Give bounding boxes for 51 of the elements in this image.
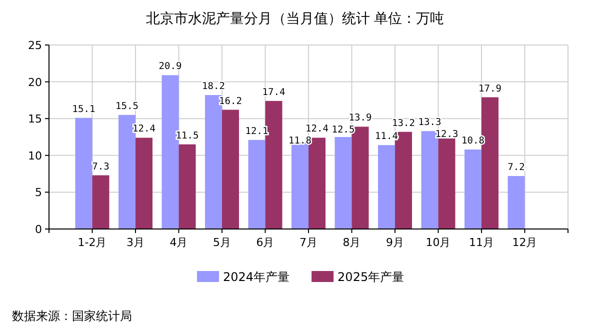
bar [438, 138, 456, 229]
bar [292, 142, 308, 229]
x-tick-label: 3月 [126, 236, 144, 249]
bar [205, 95, 222, 229]
data-label: 17.4 [262, 86, 286, 98]
bar [334, 137, 352, 229]
bar [136, 138, 152, 229]
data-label: 18.2 [202, 81, 225, 92]
data-label: 7.2 [508, 162, 525, 174]
legend-label: 2024年产量 [223, 270, 290, 284]
data-label: 16.2 [219, 96, 242, 107]
y-tick-label: 10 [28, 149, 42, 162]
x-tick-label: 11月 [469, 236, 494, 249]
x-tick-label: 1-2月 [78, 236, 107, 249]
legend-label: 2025年产量 [338, 270, 404, 284]
data-label: 13.2 [392, 118, 415, 129]
bar [222, 110, 239, 229]
x-tick-label: 7月 [300, 236, 318, 249]
bar [92, 175, 110, 229]
data-label: 20.9 [158, 61, 182, 72]
bar [178, 144, 196, 229]
data-label: 17.9 [478, 83, 502, 94]
x-tick-label: 5月 [213, 236, 231, 249]
data-label: 12.4 [306, 124, 329, 135]
data-label: 15.1 [72, 104, 96, 115]
bar [248, 140, 266, 229]
y-tick-label: 5 [35, 186, 42, 200]
bar [75, 118, 92, 229]
data-label: 11.5 [176, 130, 199, 142]
data-label: 15.5 [116, 100, 138, 112]
y-tick-label: 20 [28, 76, 42, 89]
bar [378, 145, 395, 229]
source-note: 数据来源：国家统计局 [12, 309, 132, 323]
x-tick-label: 4月 [170, 236, 188, 249]
x-tick-label: 9月 [386, 236, 404, 249]
data-label: 13.9 [348, 112, 372, 124]
bar [464, 150, 482, 229]
data-label: 12.4 [132, 124, 156, 135]
y-tick-label: 15 [28, 112, 42, 126]
bar [508, 176, 525, 229]
data-label: 13.3 [418, 117, 442, 128]
chart-title: 北京市水泥产量分月（当月值）统计 单位：万吨 [146, 11, 444, 27]
x-tick-label: 12月 [512, 236, 538, 249]
data-label: 12.3 [435, 129, 458, 140]
x-tick-label: 6月 [256, 236, 274, 249]
bar [118, 114, 136, 229]
x-tick-label: 10月 [426, 236, 451, 249]
y-tick-label: 25 [28, 39, 42, 52]
x-tick-label: 8月 [342, 236, 361, 249]
y-tick-label: 0 [35, 223, 42, 236]
data-label: 7.3 [92, 161, 110, 172]
